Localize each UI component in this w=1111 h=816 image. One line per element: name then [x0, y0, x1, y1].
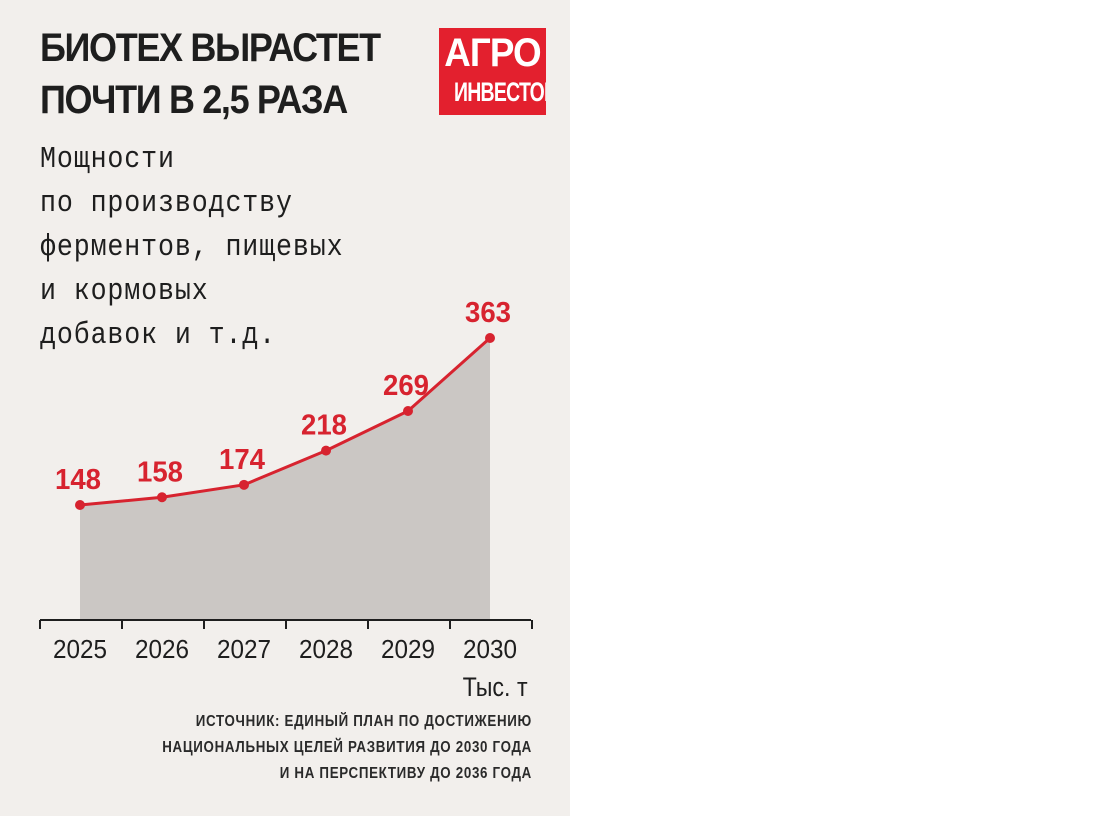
chart-subtitle: Мощности по производству ферментов, пище…	[40, 138, 343, 358]
subtitle-line-2: по производству	[40, 186, 293, 221]
x-tick-label-2028: 2028	[299, 634, 353, 664]
data-label-2027: 174	[219, 444, 265, 476]
x-tick-label-2030: 2030	[463, 634, 517, 664]
logo-line-2: ИНВЕСТОР	[453, 77, 546, 107]
data-point-2029	[403, 406, 413, 417]
unit-label: Тыс. т	[462, 672, 528, 702]
infographic-card: БИОТЕХ ВЫРАСТЕТ ПОЧТИ В 2,5 РАЗА АГРО ИН…	[0, 0, 570, 816]
data-point-2026	[157, 492, 167, 503]
subtitle-line-4: и кормовых	[40, 274, 209, 309]
x-tick-label-2026: 2026	[135, 634, 189, 664]
source-line-3: И НА ПЕРСПЕКТИВУ ДО 2036 ГОДА	[279, 765, 532, 782]
source-line-1: ИСТОЧНИК: ЕДИНЫЙ ПЛАН ПО ДОСТИЖЕНИЮ	[195, 713, 533, 730]
headline: БИОТЕХ ВЫРАСТЕТ ПОЧТИ В 2,5 РАЗА	[40, 22, 382, 126]
agroinvestor-logo: АГРО ИНВЕСТОР	[439, 28, 546, 115]
subtitle-line-1: Мощности	[40, 142, 175, 177]
x-tick-label-2027: 2027	[217, 634, 271, 664]
line-area-chart: 2025 2026 2027 2028 2029 2030 148 158 174 218 269 3…	[39, 297, 533, 664]
subtitle-line-5: добавок и т.д.	[40, 318, 277, 353]
logo-line-1: АГРО	[444, 31, 541, 75]
series-line	[79, 336, 491, 507]
data-label-2028: 218	[301, 410, 347, 442]
source-line-2: НАЦИОНАЛЬНЫХ ЦЕЛЕЙ РАЗВИТИЯ ДО 2030 ГОДА	[162, 739, 533, 756]
data-label-2026: 158	[137, 456, 183, 488]
headline-line-1: БИОТЕХ ВЫРАСТЕТ	[40, 26, 381, 70]
data-point-2030	[485, 333, 495, 343]
x-tick-label-2025: 2025	[53, 634, 107, 664]
area-fill	[80, 338, 490, 620]
headline-line-2: ПОЧТИ В 2,5 РАЗА	[40, 78, 348, 122]
x-tick-label-2029: 2029	[381, 634, 435, 664]
data-point-2028	[321, 445, 331, 456]
data-point-2027	[239, 479, 249, 490]
data-label-2025: 148	[55, 464, 101, 496]
data-label-2030: 363	[465, 297, 511, 329]
subtitle-line-3: ферментов, пищевых	[40, 230, 344, 265]
source-note: ИСТОЧНИК: ЕДИНЫЙ ПЛАН ПО ДОСТИЖЕНИЮ НАЦИ…	[16, 709, 532, 787]
data-point-2025	[75, 500, 85, 511]
data-label-2029: 269	[383, 370, 429, 402]
